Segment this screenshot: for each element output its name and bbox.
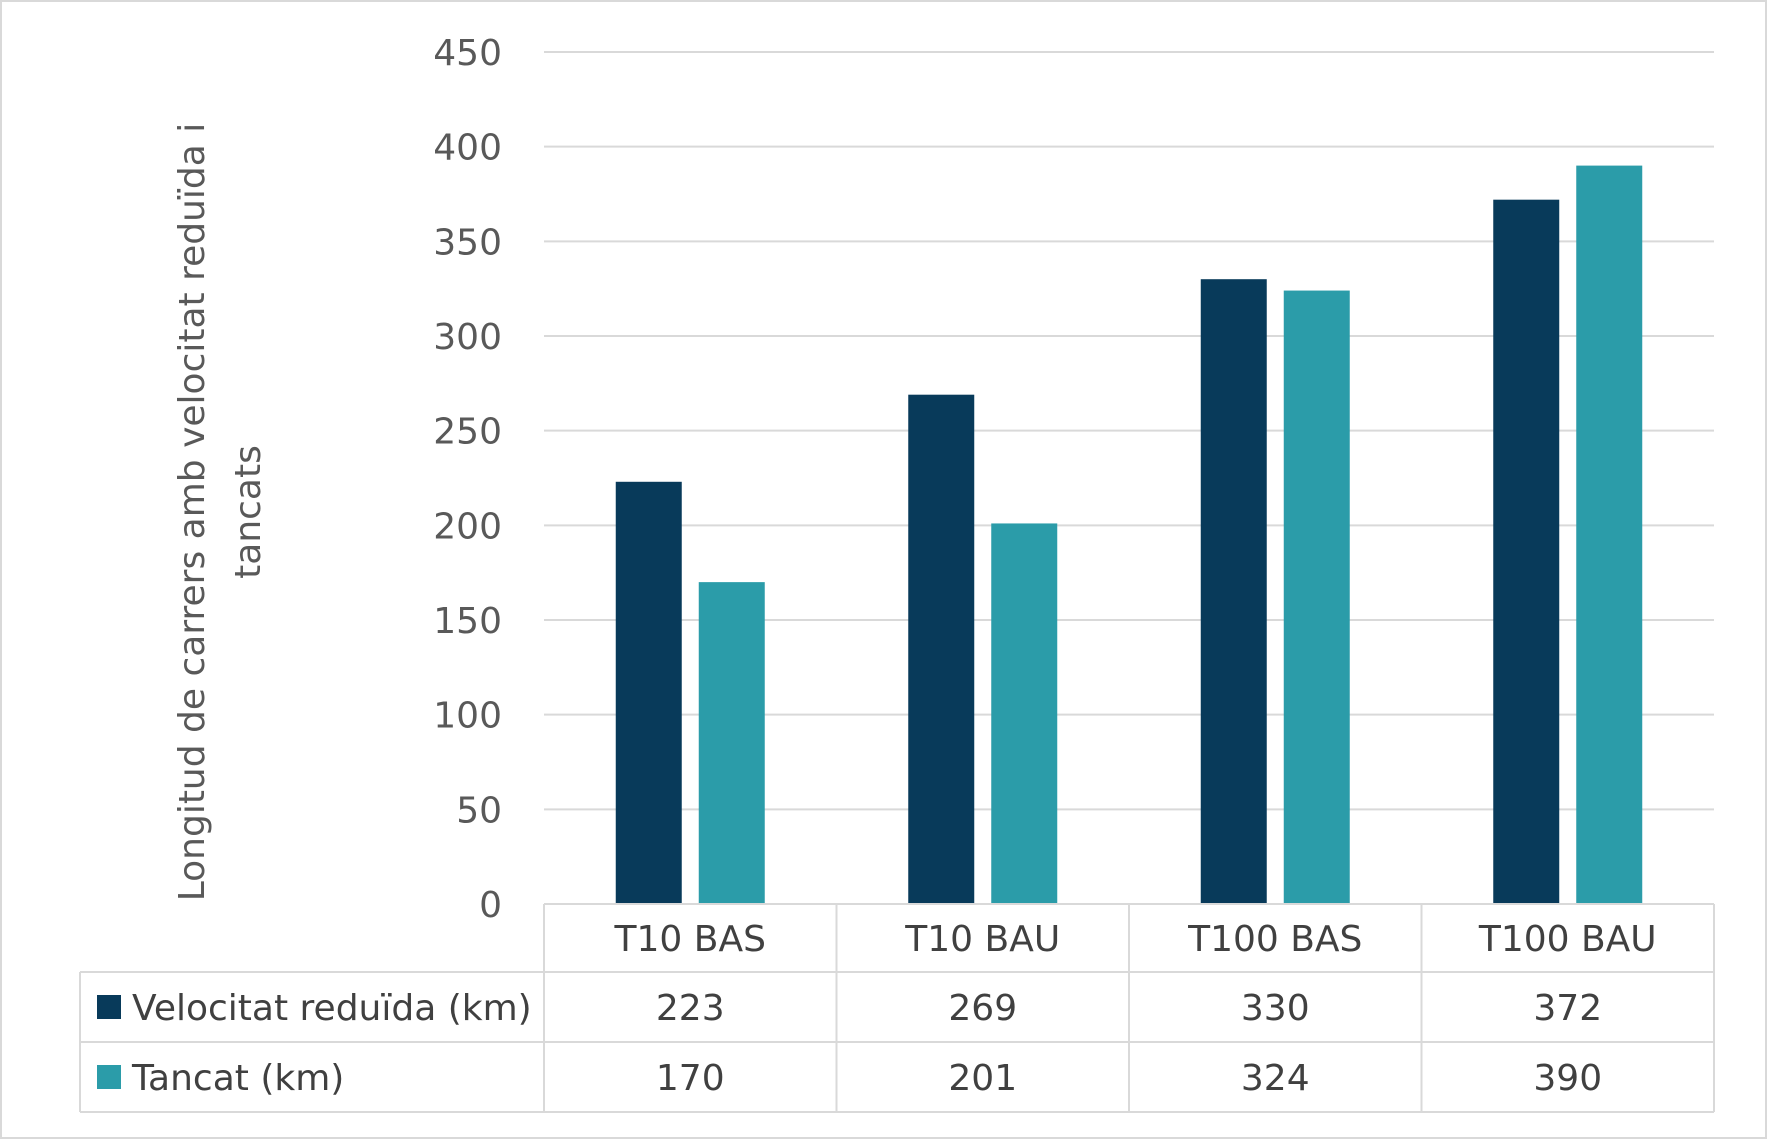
data-label-series-1-cat-4: 372: [1533, 988, 1602, 1029]
bar-series-2-cat-1: [698, 582, 765, 904]
bar-series-1-cat-4: [1493, 199, 1560, 904]
y-axis-label-line-2: tancats: [228, 445, 269, 579]
data-label-series-1-cat-1: 223: [656, 988, 725, 1029]
data-table: T10 BAS T10 BAU T100 BAS T100 BAU Velocitat …: [79, 903, 1715, 1113]
data-label-series-1-cat-3: 330: [1241, 988, 1310, 1029]
data-label-series-2-cat-3: 324: [1241, 1058, 1310, 1099]
data-label-series-1-cat-2: 269: [948, 988, 1017, 1029]
category-label: T100 BAU: [1478, 919, 1657, 960]
bar-series-2-cat-3: [1283, 290, 1350, 904]
data-label-series-2-cat-2: 201: [948, 1058, 1017, 1099]
bars: [615, 165, 1643, 905]
y-axis-label-group: Longitud de carrers amb velocitat reduïd…: [172, 123, 269, 902]
data-label-series-2-cat-1: 170: [656, 1058, 725, 1099]
legend-swatch-1: [97, 995, 121, 1019]
legend-label-2: Tancat (km): [131, 1058, 344, 1099]
y-tick-label: 350: [433, 222, 502, 263]
y-tick-label: 100: [433, 696, 502, 737]
data-label-series-2-cat-4: 390: [1533, 1058, 1602, 1099]
y-tick-label: 0: [479, 885, 502, 926]
y-axis-label-line-1: Longitud de carrers amb velocitat reduïd…: [172, 123, 213, 902]
y-tick-label: 150: [433, 601, 502, 642]
bar-series-1-cat-1: [615, 481, 682, 904]
category-label: T100 BAS: [1187, 919, 1362, 960]
legend-swatch-2: [97, 1065, 121, 1089]
bar-series-2-cat-2: [991, 523, 1058, 904]
y-tick-label: 300: [433, 317, 502, 358]
legend-label-1: Velocitat reduïda (km): [132, 988, 532, 1029]
y-axis-ticks: 0 50 100 150 200 250 300 350 400 450: [433, 33, 502, 926]
category-label: T10 BAU: [904, 919, 1060, 960]
y-tick-label: 50: [456, 790, 502, 831]
y-tick-label: 400: [433, 128, 502, 169]
bar-series-1-cat-3: [1200, 279, 1267, 904]
y-tick-label: 200: [433, 506, 502, 547]
y-tick-label: 450: [433, 33, 502, 74]
y-tick-label: 250: [433, 412, 502, 453]
category-label: T10 BAS: [614, 919, 766, 960]
bar-series-2-cat-4: [1576, 165, 1643, 905]
bar-series-1-cat-2: [908, 394, 975, 904]
